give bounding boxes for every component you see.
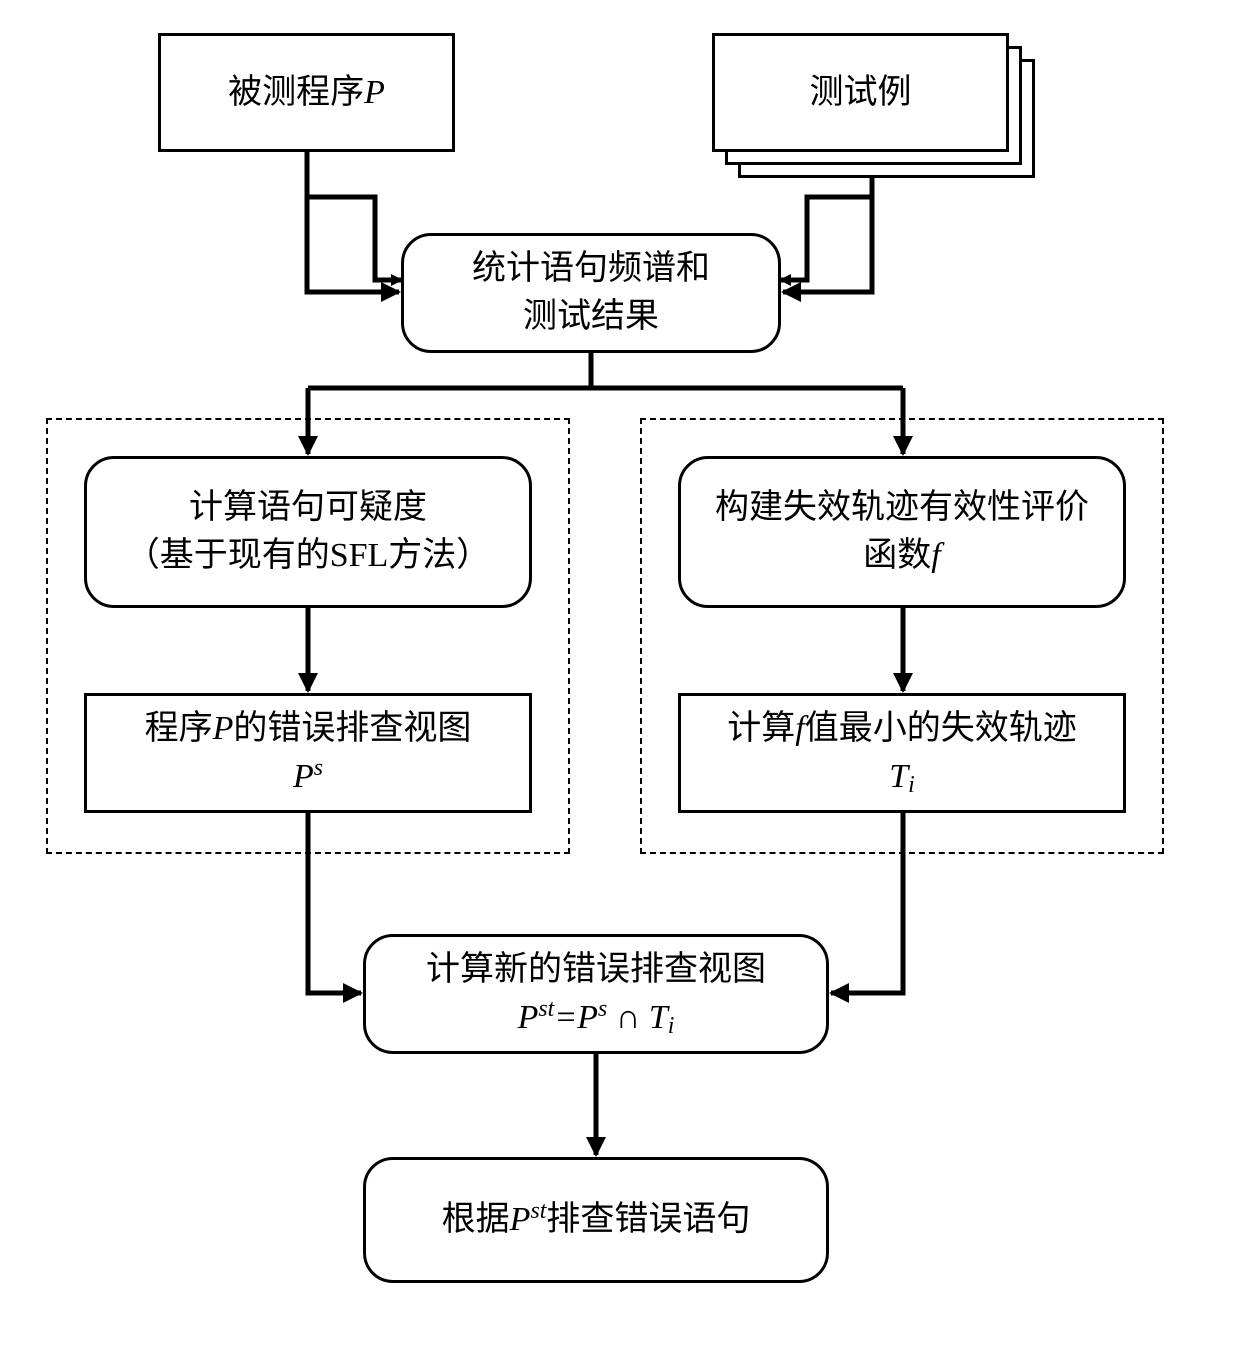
s: s <box>314 755 323 781</box>
text-test-cases: 测试例 <box>810 69 912 117</box>
text-view-Ps: 程序P的错误排查视图 Ps <box>145 705 472 800</box>
text-susp-calc: 计算语句可疑度 （基于现有的SFL方法） <box>126 484 491 579</box>
label: 被测程序 <box>228 74 364 111</box>
t3: 值最小的失效轨迹 <box>805 710 1077 747</box>
line2: 测试结果 <box>523 298 659 335</box>
text-final: 根据Pst排查错误语句 <box>442 1196 751 1244</box>
Ps: Ps <box>293 758 323 795</box>
node-min-f-trace: 计算f值最小的失效轨迹 Ti <box>678 693 1126 813</box>
node-view-Ps: 程序P的错误排查视图 Ps <box>84 693 532 813</box>
node-susp-calc: 计算语句可疑度 （基于现有的SFL方法） <box>84 456 532 608</box>
line2: （基于现有的SFL方法） <box>126 537 491 574</box>
arrow-tr-merge <box>781 178 872 280</box>
text-min-f-trace: 计算f值最小的失效轨迹 Ti <box>727 705 1076 800</box>
node-final: 根据Pst排查错误语句 <box>363 1157 829 1283</box>
line2b: f <box>931 537 940 574</box>
edge-P-to-merge <box>307 152 399 292</box>
Ti: Ti <box>889 758 915 795</box>
line1: 统计语句频谱和 <box>472 250 710 287</box>
t1: 程序 <box>145 710 213 747</box>
T: T <box>889 758 908 795</box>
P: P <box>510 1201 531 1238</box>
edge-tests-to-merge <box>783 178 872 292</box>
t1: 计算 <box>727 710 795 747</box>
node-test-cases: 测试例 <box>712 33 1009 152</box>
P: P <box>293 758 314 795</box>
i: i <box>908 772 915 798</box>
t1: 根据 <box>442 1201 510 1238</box>
Pst: Pst <box>510 1201 547 1238</box>
italic-P: P <box>364 74 385 111</box>
node-spectrum: 统计语句频谱和 测试结果 <box>401 233 781 353</box>
t3: 的错误排查视图 <box>233 710 471 747</box>
text-new-view: 计算新的错误排查视图 Pst=Ps ∩ Ti <box>426 946 766 1041</box>
formula: Pst=Ps ∩ Ti <box>518 999 675 1036</box>
line2a: 函数 <box>863 537 931 574</box>
t2: P <box>213 710 234 747</box>
text-program-P: 被测程序P <box>228 69 385 117</box>
arrow-tl-merge <box>307 152 401 280</box>
node-program-P: 被测程序P <box>158 33 455 152</box>
t2: f <box>795 710 804 747</box>
line1: 计算语句可疑度 <box>189 489 427 526</box>
text-spectrum: 统计语句频谱和 测试结果 <box>472 245 710 340</box>
node-new-view: 计算新的错误排查视图 Pst=Ps ∩ Ti <box>363 934 829 1054</box>
node-eval-func: 构建失效轨迹有效性评价 函数f <box>678 456 1126 608</box>
st: st <box>530 1198 546 1224</box>
text-eval-func: 构建失效轨迹有效性评价 函数f <box>715 484 1089 579</box>
line1: 构建失效轨迹有效性评价 <box>715 489 1089 526</box>
t3: 排查错误语句 <box>546 1201 750 1238</box>
line1: 计算新的错误排查视图 <box>426 951 766 988</box>
